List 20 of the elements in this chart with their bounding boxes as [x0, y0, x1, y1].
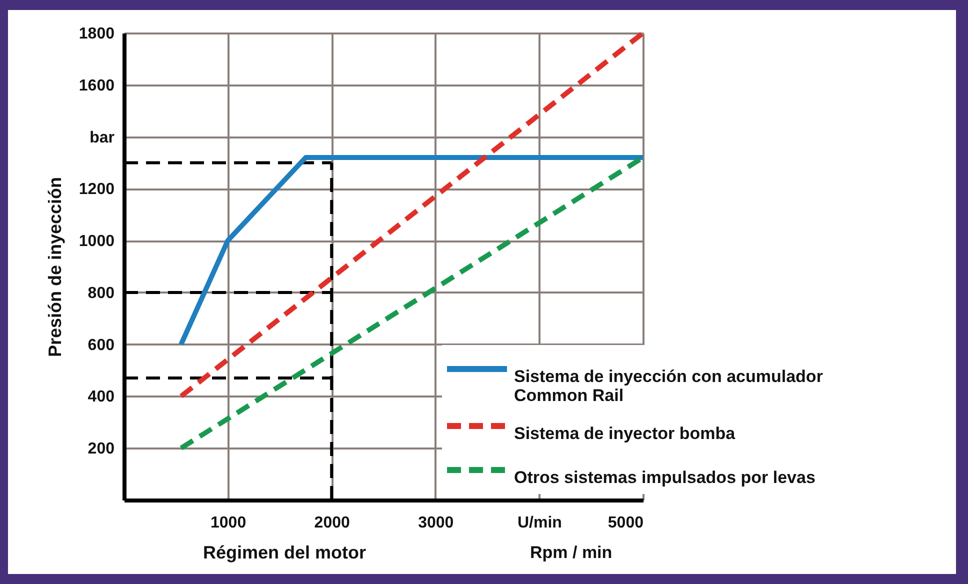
x-axis-title: Régimen del motor: [202, 542, 366, 562]
y-axis-title: Presión de inyección: [44, 176, 65, 358]
x-tick-label: 2000: [314, 514, 350, 532]
x-tick-label: U/min: [517, 514, 562, 532]
legend-label: Sistema de inyector bomba: [514, 424, 736, 443]
legend-label: Sistema de inyección con acumulador Common Rail: [514, 367, 824, 405]
y-tick-label: 400: [88, 388, 115, 406]
text: Rpm / min: [530, 543, 612, 563]
y-tick-label: bar: [90, 129, 114, 146]
y-tick-label: 1600: [78, 77, 115, 94]
legend-label: Otros sistemas impulsados por levas: [514, 468, 816, 487]
x-tick-label: 1000: [210, 514, 246, 532]
y-tick-label: 1800: [78, 26, 115, 42]
y-tick-label: 1000: [78, 233, 115, 250]
y-tick-label: 1200: [78, 181, 115, 198]
y-tick-label: 200: [88, 440, 115, 458]
x-tick-label: 3000: [418, 514, 454, 532]
y-tick-label: 600: [88, 336, 115, 354]
y-tick-label: 800: [88, 284, 115, 302]
x-tick-label: 5000: [608, 514, 644, 532]
